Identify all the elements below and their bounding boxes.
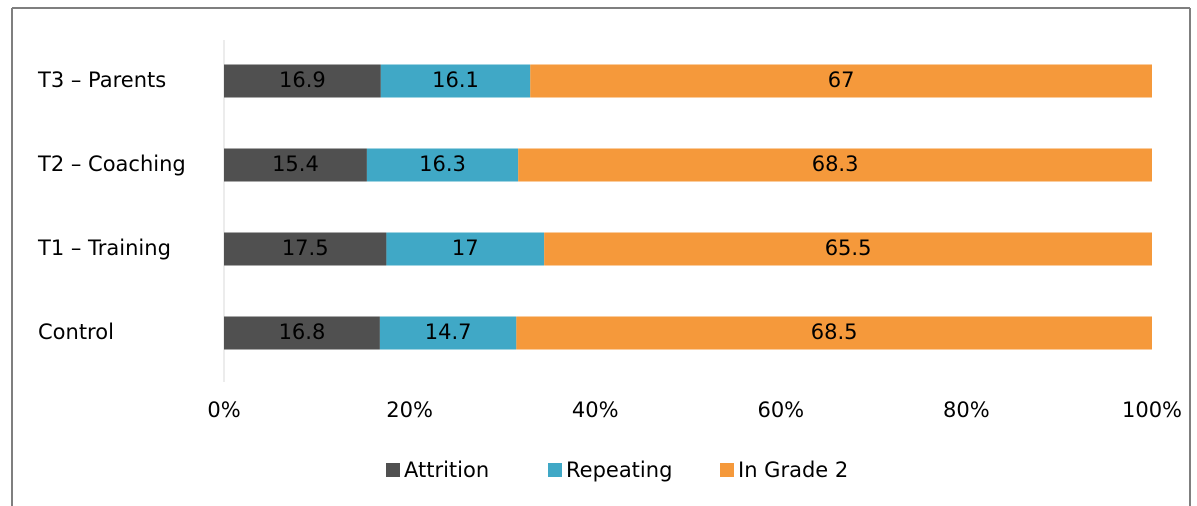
x-tick-label: 0% — [207, 398, 240, 422]
value-label: 65.5 — [825, 236, 872, 260]
bar-segment — [224, 316, 380, 350]
value-label: 17.5 — [282, 236, 329, 260]
bar-segment — [224, 232, 387, 266]
bar-segment — [530, 64, 1152, 98]
y-tick-label: T1 – Training — [37, 236, 171, 260]
legend-swatch — [548, 463, 562, 477]
value-label: 16.8 — [279, 320, 326, 344]
x-tick-label: 100% — [1122, 398, 1182, 422]
bar-segment — [366, 148, 519, 182]
x-tick-label: 20% — [386, 398, 433, 422]
bar-segment — [380, 64, 531, 98]
bar-segment — [224, 64, 381, 98]
value-label: 17 — [452, 236, 479, 260]
value-label: 14.7 — [425, 320, 472, 344]
legend-label: Repeating — [566, 458, 672, 482]
legend-label: Attrition — [404, 458, 489, 482]
y-tick-label: T3 – Parents — [37, 68, 166, 92]
bar-segment — [379, 316, 517, 350]
value-label: 67 — [828, 68, 855, 92]
legend-swatch — [386, 463, 400, 477]
legend-swatch — [720, 463, 734, 477]
value-label: 16.3 — [419, 152, 466, 176]
value-label: 68.3 — [812, 152, 859, 176]
legend-label: In Grade 2 — [738, 458, 848, 482]
bar-segment — [386, 232, 545, 266]
bar-segment — [224, 148, 367, 182]
bar-segment — [518, 148, 1152, 182]
x-tick-label: 80% — [943, 398, 990, 422]
bar-segment — [516, 316, 1152, 350]
y-tick-label: T2 – Coaching — [37, 152, 186, 176]
value-label: 16.1 — [432, 68, 479, 92]
y-tick-label: Control — [38, 320, 114, 344]
value-label: 16.9 — [279, 68, 326, 92]
x-tick-label: 40% — [572, 398, 619, 422]
bar-segment — [544, 232, 1152, 266]
value-label: 68.5 — [811, 320, 858, 344]
x-tick-label: 60% — [757, 398, 804, 422]
value-label: 15.4 — [272, 152, 319, 176]
